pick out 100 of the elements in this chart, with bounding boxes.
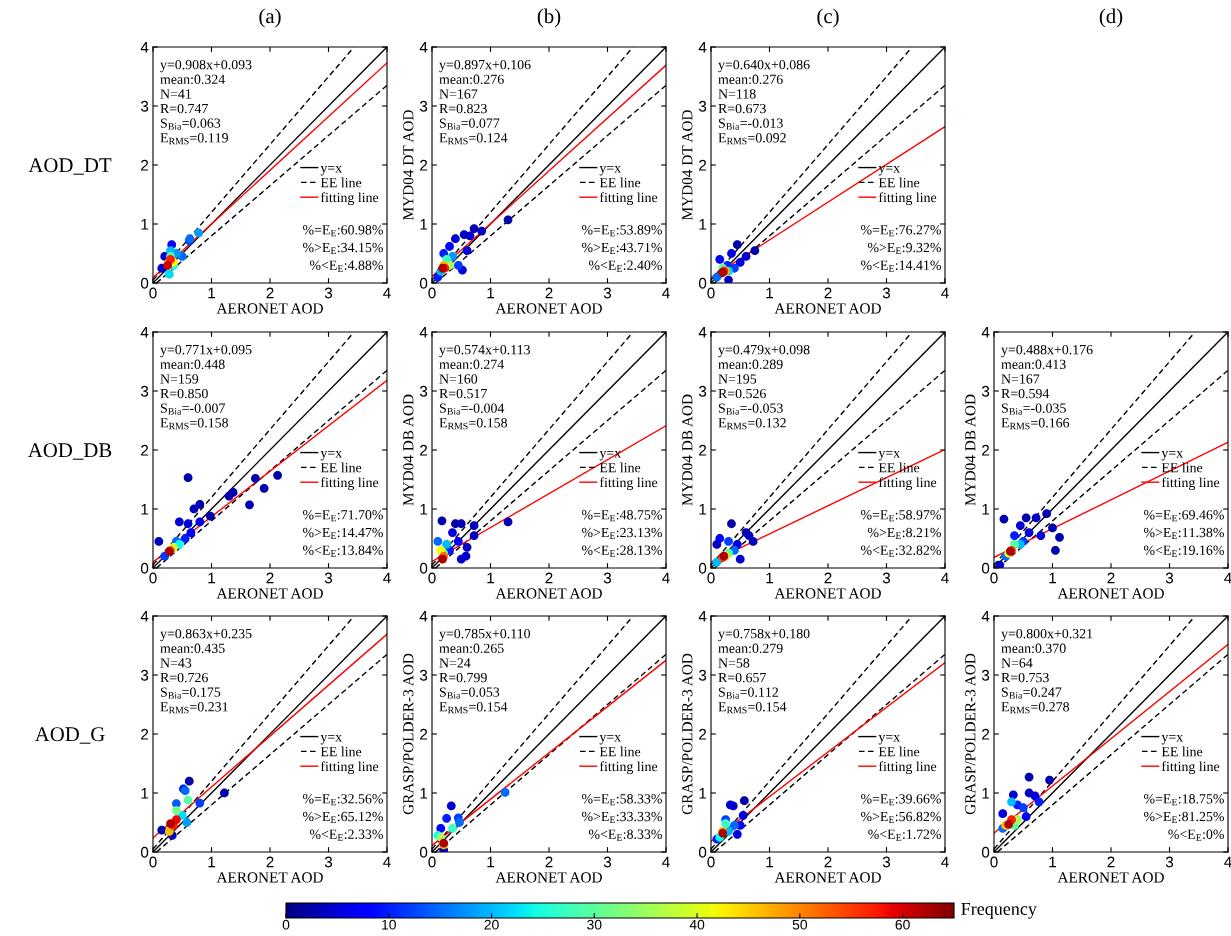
annotation: %<E$_{E}$:8.33%	[588, 829, 662, 841]
y-tick-label: 1	[141, 788, 149, 799]
y-tick-label: 2	[982, 444, 990, 456]
point	[715, 255, 725, 264]
x-tick-label: 0	[149, 572, 157, 584]
annotation: R=0.517	[439, 388, 487, 399]
annotation: %>E$_{E}$:43.71%	[581, 242, 662, 254]
y-tick-label: 1	[420, 788, 428, 799]
point	[1024, 528, 1034, 537]
point	[724, 275, 733, 283]
annotation: E$_{RMS}$=0.154	[439, 702, 508, 714]
point	[727, 249, 736, 258]
y-tick-label: 3	[698, 100, 707, 112]
y-tick-label: 0	[698, 562, 707, 574]
x-tick-label: 2	[1107, 572, 1115, 584]
x-tick-label: 1	[487, 856, 494, 868]
y-tick-label: 0	[698, 277, 707, 289]
point	[1008, 790, 1018, 800]
annotation: y=0.640x+0.086	[718, 59, 810, 73]
x-tick-label: 3	[324, 572, 333, 584]
y-tick-label: 2	[420, 728, 428, 740]
point	[184, 776, 194, 786]
point	[250, 473, 260, 483]
y-tick-label: 1	[420, 219, 428, 230]
y-tick-label: 3	[140, 385, 149, 397]
text: AOD_G	[34, 727, 105, 744]
annotation: R=0.526	[718, 388, 766, 399]
x-tick-label: 0	[707, 287, 715, 299]
annotation: mean:0.276	[718, 74, 783, 85]
point	[442, 813, 452, 823]
y-tick-label: 2	[141, 159, 149, 171]
x-tick-label: 0	[990, 856, 998, 868]
legend-label: y=x	[878, 166, 900, 176]
x-tick-label: 1	[208, 287, 215, 299]
x-tick-label: 4	[662, 287, 670, 299]
annotation: %=E$_{E}$:48.75%	[581, 510, 662, 522]
y-axis-title: GRASP/POLDER-3 AOD	[403, 653, 414, 815]
y-tick-label: 0	[981, 562, 990, 574]
x-axis-title: AERONET AOD	[774, 303, 881, 314]
x-tick-label: 1	[208, 856, 215, 868]
x-tick-label: 2	[545, 287, 553, 299]
x-tick-label: 0	[707, 572, 715, 584]
annotation: %<E$_{E}$:32.82%	[860, 545, 941, 557]
x-tick-label: 0	[149, 287, 157, 299]
point	[1021, 812, 1031, 821]
x-tick-label: 0	[428, 572, 436, 584]
annotation: R=0.799	[439, 672, 487, 683]
x-tick-label: 3	[603, 572, 612, 584]
y-tick-label: 0	[140, 562, 149, 574]
x-axis-title: AERONET AOD	[774, 872, 881, 883]
point	[465, 231, 475, 241]
annotation: R=0.673	[718, 103, 766, 114]
annotation: %=E$_{E}$:71.70%	[302, 510, 383, 522]
annotation: S$_{Bia}$=-0.004	[439, 403, 505, 415]
point	[174, 517, 184, 527]
y-tick-label: 4	[419, 611, 428, 622]
point	[1021, 513, 1031, 523]
x-axis-title: AERONET AOD	[216, 303, 323, 314]
annotation: R=0.823	[439, 103, 487, 114]
legend-label: y=x	[1161, 451, 1183, 461]
text: (a)	[259, 8, 281, 28]
legend-label: y=x	[878, 451, 900, 461]
x-tick-label: 3	[324, 856, 333, 868]
annotation: S$_{Bia}$=0.077	[439, 118, 500, 130]
point	[1036, 531, 1046, 540]
point	[183, 473, 193, 483]
point	[1045, 775, 1054, 785]
annotation: y=0.863x+0.235	[160, 628, 252, 642]
annotation: y=0.800x+0.321	[1001, 628, 1093, 642]
legend-label: EE line	[599, 177, 641, 188]
x-tick-label: 4	[383, 287, 391, 299]
annotation: E$_{RMS}$=0.154	[718, 702, 787, 714]
y-tick-label: 1	[699, 788, 707, 799]
annotation: E$_{RMS}$=0.278	[1001, 702, 1070, 714]
point	[164, 269, 174, 279]
point	[721, 819, 731, 829]
y-tick-label: 1	[699, 219, 707, 230]
annotation: E$_{RMS}$=0.092	[718, 133, 786, 145]
x-tick-label: 4	[383, 856, 391, 868]
annotation: mean:0.448	[160, 359, 225, 370]
legend-label: y=x	[320, 735, 342, 745]
point	[1034, 797, 1044, 807]
x-tick-label: 1	[1049, 572, 1056, 584]
legend-label: y=x	[320, 166, 342, 176]
point	[1015, 521, 1025, 530]
annotation: %>E$_{E}$:23.13%	[581, 527, 662, 539]
y-tick-label: 3	[419, 385, 428, 397]
annotation: N=41	[160, 89, 191, 99]
legend-label: EE line	[599, 462, 641, 473]
y-tick-label: 2	[982, 728, 990, 740]
legend-label: y=x	[1161, 735, 1183, 745]
x-tick-label: 3	[603, 287, 612, 299]
annotation: mean:0.413	[1001, 359, 1066, 370]
x-tick-label: 2	[266, 572, 274, 584]
annotation: %=E$_{E}$:69.46%	[1143, 510, 1224, 522]
legend-label: fitting line	[878, 761, 937, 775]
annotation: E$_{RMS}$=0.119	[160, 133, 228, 145]
point	[245, 500, 254, 510]
x-tick-label: 4	[941, 572, 949, 584]
annotation: %>E$_{E}$:81.25%	[1143, 811, 1224, 823]
